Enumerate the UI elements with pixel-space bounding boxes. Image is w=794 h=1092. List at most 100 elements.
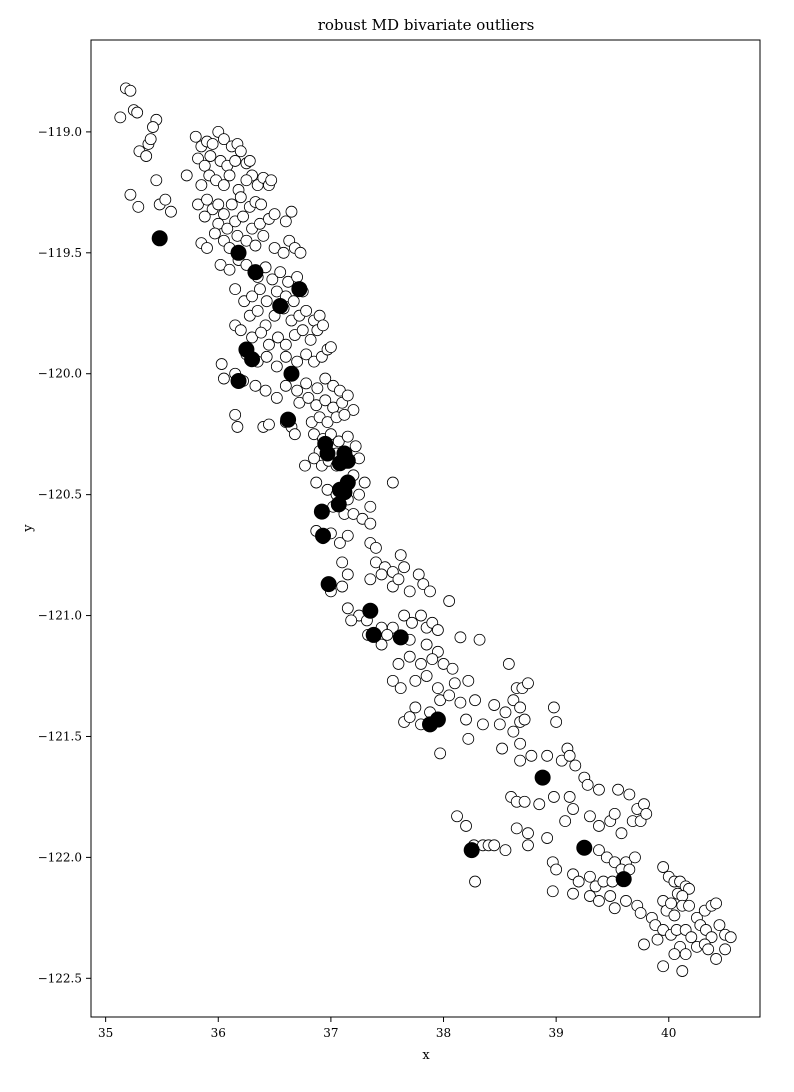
data-point: [514, 754, 527, 767]
data-point: [713, 919, 726, 931]
outlier-point: [534, 769, 551, 786]
data-point: [665, 897, 677, 910]
data-point: [567, 803, 579, 815]
data-point: [249, 239, 262, 252]
y-tick-label: −122.0: [38, 850, 82, 864]
data-point: [584, 810, 596, 823]
outlier-point: [320, 576, 337, 593]
data-point: [499, 844, 512, 857]
outlier-point: [313, 503, 330, 520]
data-point: [234, 191, 247, 204]
data-point: [124, 84, 137, 97]
data-point: [302, 392, 315, 404]
data-point: [434, 694, 447, 707]
data-point: [254, 283, 266, 295]
data-point: [488, 699, 501, 711]
data-point: [426, 653, 439, 665]
data-point: [237, 210, 249, 223]
data-point: [268, 242, 281, 254]
x-axis-label: x: [422, 1048, 430, 1063]
data-point: [398, 609, 411, 622]
data-point: [381, 629, 394, 641]
data-point: [189, 130, 202, 143]
series-outliers: [151, 230, 632, 888]
data-point: [705, 931, 718, 944]
data-point: [150, 174, 163, 187]
data-point: [541, 749, 554, 762]
data-point: [462, 674, 475, 687]
outlier-point: [576, 839, 593, 856]
data-point: [541, 832, 554, 844]
outlier-point: [315, 527, 332, 544]
data-point: [477, 718, 489, 731]
data-point: [593, 895, 605, 907]
data-point: [518, 795, 531, 808]
data-point: [547, 791, 560, 803]
data-point: [668, 948, 681, 961]
data-point: [550, 863, 563, 876]
data-point: [710, 953, 722, 965]
data-point: [460, 820, 472, 832]
data-point: [507, 725, 520, 738]
data-point: [229, 283, 242, 295]
data-point: [221, 222, 234, 235]
data-point: [431, 682, 444, 695]
data-point: [431, 624, 444, 636]
data-point: [437, 658, 450, 670]
data-point: [522, 827, 534, 840]
data-point: [277, 246, 290, 259]
outlier-point: [362, 602, 379, 619]
data-point: [584, 870, 596, 883]
data-point: [702, 943, 715, 956]
data-point: [144, 133, 157, 146]
data-point: [420, 670, 433, 682]
data-point: [620, 895, 632, 907]
outlier-point: [291, 281, 308, 298]
data-point: [514, 737, 527, 750]
outlier-point: [244, 351, 261, 368]
data-point: [415, 609, 427, 622]
data-point: [386, 674, 399, 687]
data-point: [291, 355, 304, 368]
data-point: [225, 198, 238, 211]
data-point: [679, 948, 692, 961]
data-point: [266, 273, 279, 286]
data-point: [593, 844, 605, 857]
data-point: [336, 580, 349, 593]
data-point: [683, 882, 695, 895]
data-point: [563, 791, 576, 803]
data-point: [279, 350, 292, 363]
x-tick-label: 38: [436, 1026, 451, 1040]
data-point: [364, 500, 377, 513]
data-point: [403, 711, 416, 724]
data-point: [398, 561, 411, 574]
data-point: [581, 778, 594, 791]
data-point: [300, 348, 313, 361]
data-point: [569, 759, 582, 772]
data-point: [493, 718, 506, 731]
data-point: [159, 193, 172, 206]
outlier-point: [230, 372, 247, 389]
data-point: [229, 408, 242, 421]
outlier-point: [230, 244, 247, 261]
data-point: [268, 208, 281, 221]
y-tick-label: −122.5: [38, 971, 82, 985]
data-point: [510, 822, 523, 835]
data-point: [279, 379, 292, 392]
data-point: [473, 633, 486, 646]
data-point: [462, 732, 475, 745]
outlier-point: [330, 496, 347, 513]
y-tick-label: −120.0: [38, 367, 82, 381]
x-axis: 35 36 37 38 39 40: [98, 1017, 676, 1040]
outlier-point: [280, 411, 297, 428]
outlier-point: [615, 871, 632, 888]
data-point: [223, 263, 236, 276]
data-point: [386, 476, 399, 489]
data-point: [533, 798, 546, 811]
data-point: [657, 861, 670, 873]
data-point: [201, 193, 213, 206]
data-point: [417, 578, 430, 591]
data-point: [358, 476, 371, 489]
data-point: [370, 556, 382, 569]
